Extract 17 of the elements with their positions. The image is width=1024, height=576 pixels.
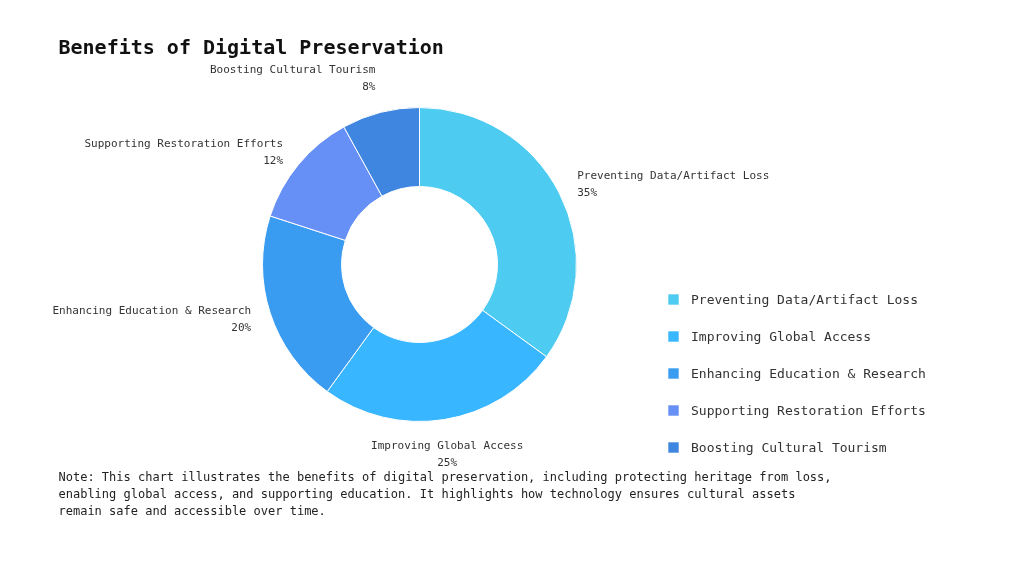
- legend-label: Preventing Data/Artifact Loss: [691, 291, 918, 307]
- text: Note: This chart illustrates the benefits of digital preservation, including protecting heritage from loss, enabling global access, and supporting education. It highlights how technology ensures cultural assets remain safe and accessible over time.: [58, 469, 832, 518]
- slice-label: Improving Global Access: [371, 439, 524, 453]
- legend-label: Enhancing Education & Research: [691, 365, 926, 381]
- slice-label: Supporting Restoration Efforts: [84, 136, 284, 150]
- data-label: 12%: [263, 153, 284, 167]
- slice-label: Enhancing Education & Research: [52, 304, 252, 318]
- data-label: 35%: [577, 186, 598, 200]
- slice-label: Boosting Cultural Tourism: [209, 63, 376, 77]
- data-label: 20%: [231, 321, 252, 335]
- legend-label: Supporting Restoration Efforts: [691, 402, 926, 418]
- data-label: 25%: [437, 456, 458, 470]
- slice-label: Preventing Data/Artifact Loss: [577, 169, 770, 183]
- legend-label: Improving Global Access: [691, 328, 872, 344]
- legend-label: Boosting Cultural Tourism: [691, 439, 887, 455]
- data-label: 8%: [362, 80, 376, 94]
- chart-title: Benefits of Digital Preservation: [58, 34, 444, 59]
